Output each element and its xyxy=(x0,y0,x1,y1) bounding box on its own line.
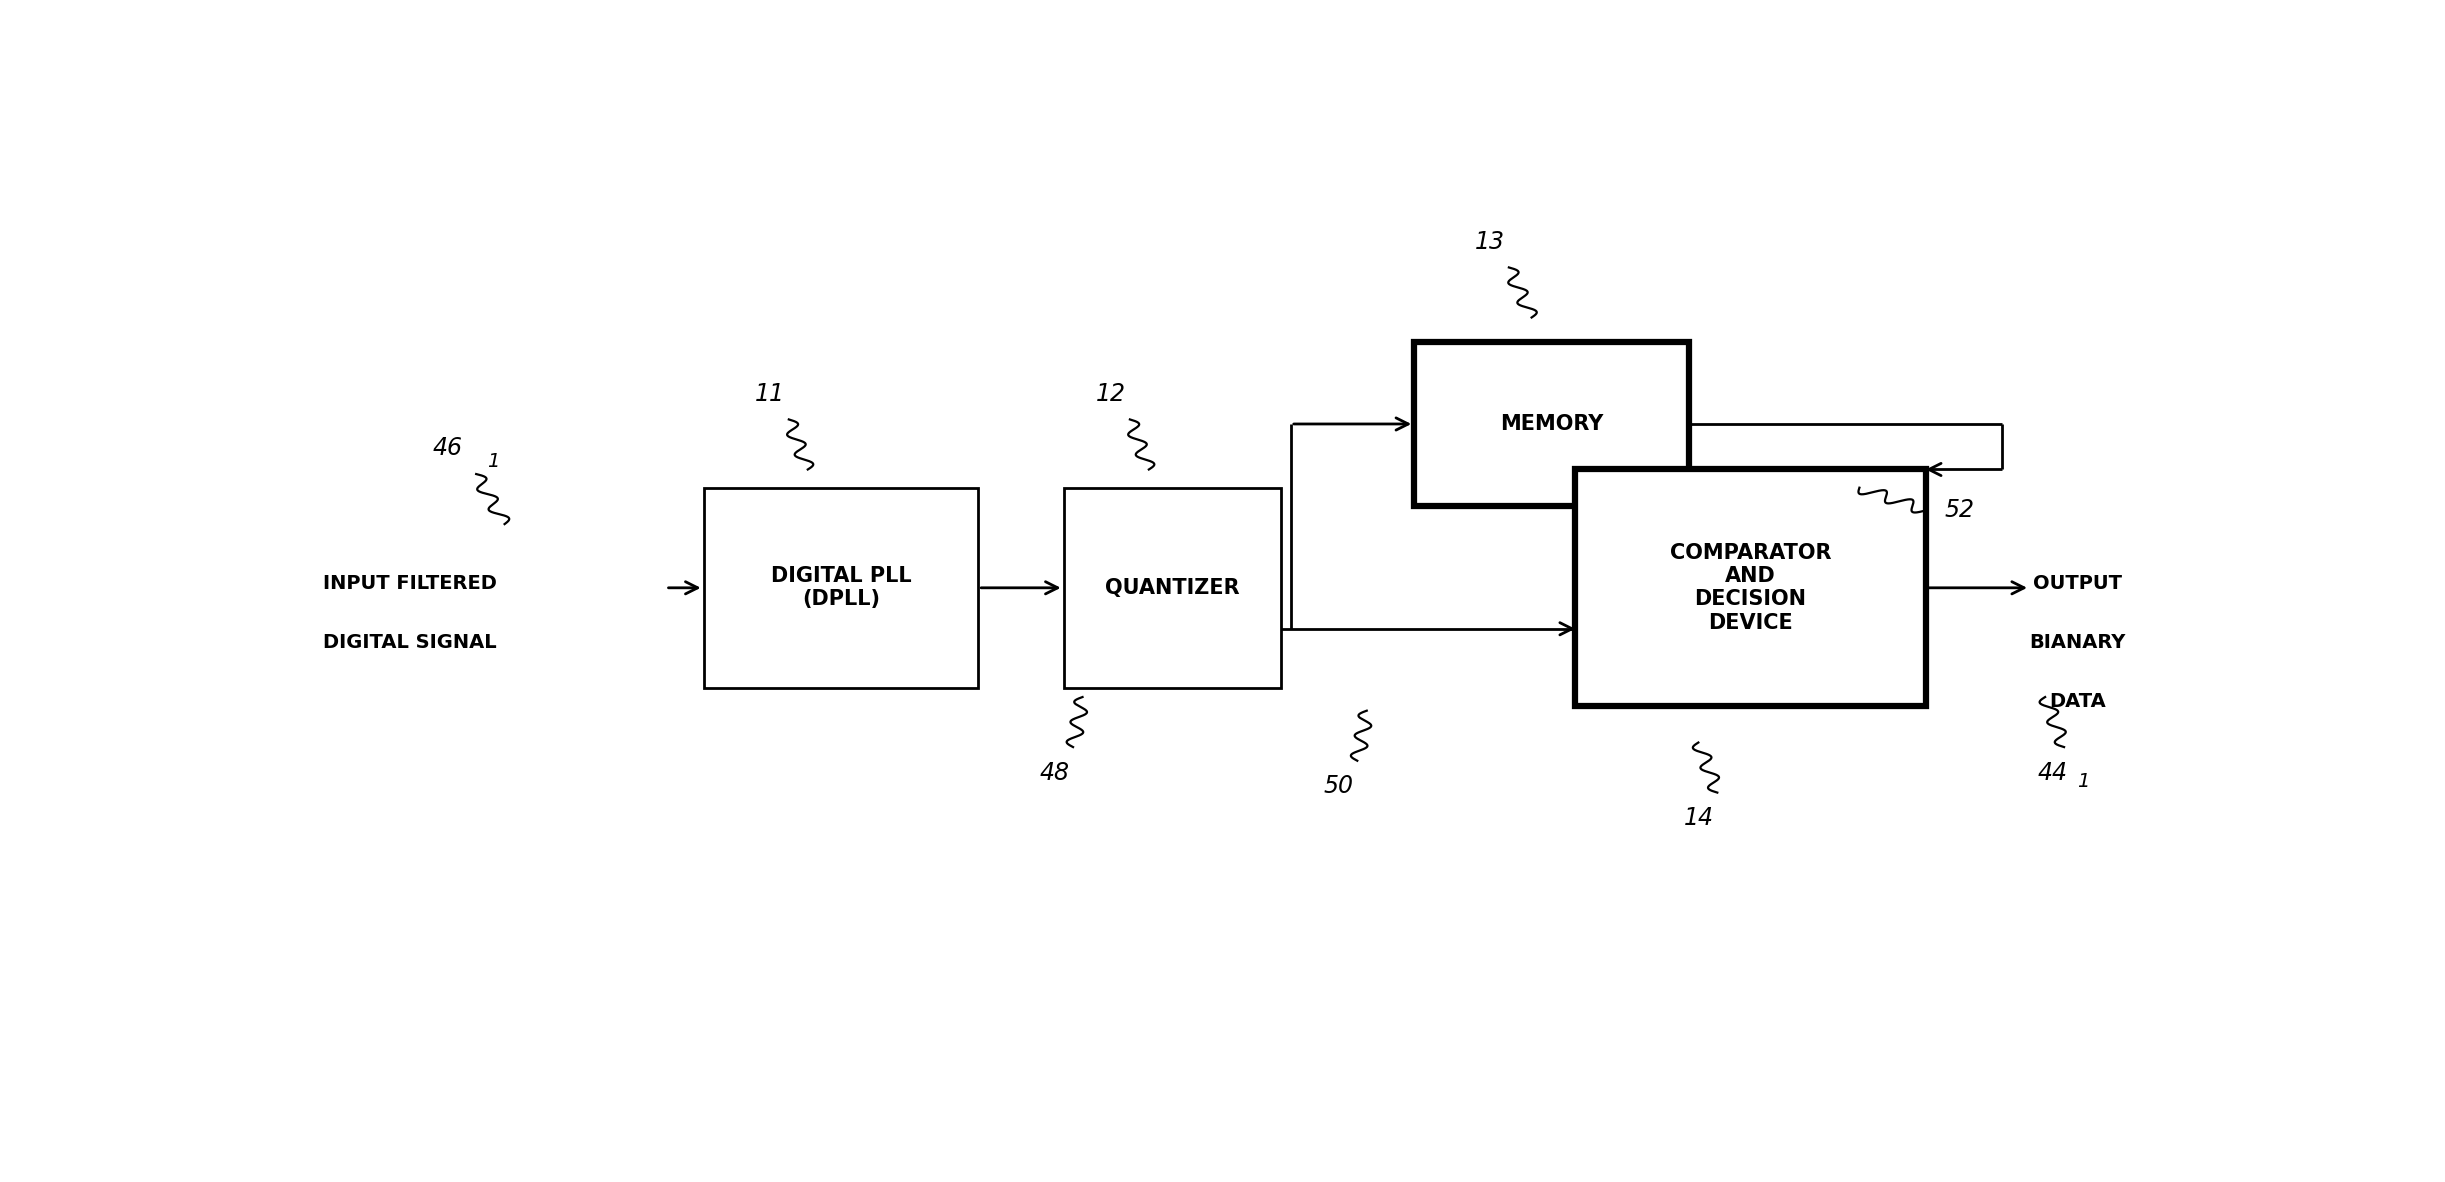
Bar xyxy=(1064,488,1281,688)
Bar xyxy=(1413,342,1689,506)
Text: 48: 48 xyxy=(1039,761,1068,785)
Bar xyxy=(1575,469,1927,706)
Text: INPUT FILTERED: INPUT FILTERED xyxy=(323,573,496,592)
Text: OUTPUT: OUTPUT xyxy=(2032,573,2122,592)
Text: 1: 1 xyxy=(2078,772,2090,791)
Text: COMPARATOR
AND
DECISION
DEVICE: COMPARATOR AND DECISION DEVICE xyxy=(1670,543,1831,632)
Text: 14: 14 xyxy=(1682,806,1714,830)
Text: 12: 12 xyxy=(1095,382,1127,405)
Text: 52: 52 xyxy=(1944,499,1976,522)
Text: BIANARY: BIANARY xyxy=(2029,632,2125,652)
Text: 13: 13 xyxy=(1474,229,1506,254)
Text: 46: 46 xyxy=(433,436,462,460)
Text: DATA: DATA xyxy=(2049,693,2105,712)
Text: DIGITAL PLL
(DPLL): DIGITAL PLL (DPLL) xyxy=(770,566,912,610)
Bar xyxy=(704,488,978,688)
Text: QUANTIZER: QUANTIZER xyxy=(1105,578,1240,598)
Text: DIGITAL SIGNAL: DIGITAL SIGNAL xyxy=(323,632,496,652)
Text: 44: 44 xyxy=(2037,761,2068,785)
Text: MEMORY: MEMORY xyxy=(1499,414,1604,434)
Text: 50: 50 xyxy=(1323,774,1355,798)
Text: 1: 1 xyxy=(487,453,499,472)
Text: 11: 11 xyxy=(756,382,785,405)
